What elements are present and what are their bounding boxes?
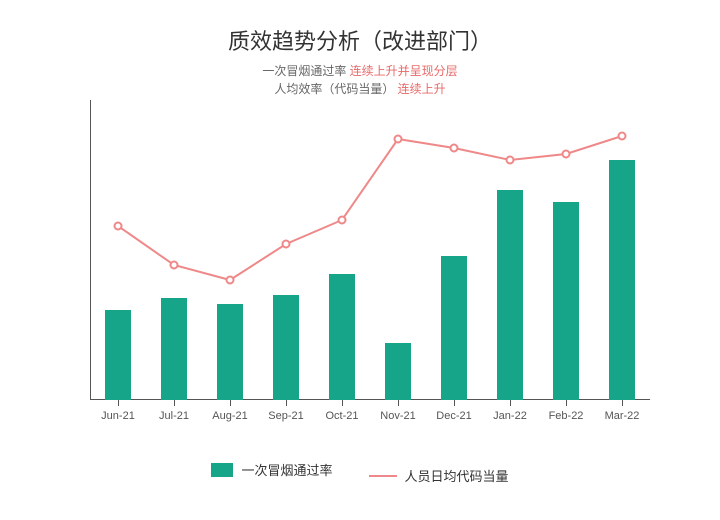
x-tick-label: Jun-21	[101, 410, 135, 422]
legend-label: 人员日均代码当量	[405, 466, 509, 485]
x-tick-label: Jan-22	[493, 410, 527, 422]
legend-swatch-line	[369, 475, 397, 477]
legend-item: 人员日均代码当量	[369, 466, 509, 485]
x-tick-label: Oct-21	[325, 410, 358, 422]
line-marker	[563, 151, 570, 158]
line-marker	[339, 217, 346, 224]
x-tick	[622, 400, 623, 406]
annotation-value: 连续上升	[398, 82, 446, 96]
x-tick	[398, 400, 399, 406]
x-tick	[566, 400, 567, 406]
x-tick	[286, 400, 287, 406]
line-marker	[115, 223, 122, 230]
chart-legend: 一次冒烟通过率 人员日均代码当量	[0, 460, 720, 485]
x-tick-label: Nov-21	[380, 410, 415, 422]
line-marker	[171, 262, 178, 269]
line-layer	[90, 100, 650, 400]
annotation-label: 人均效率（代码当量）	[274, 82, 397, 96]
annotation-label: 一次冒烟通过率	[262, 64, 349, 78]
x-tick-label: Sep-21	[268, 410, 303, 422]
trend-line	[118, 136, 622, 280]
line-marker	[619, 133, 626, 140]
line-marker	[283, 241, 290, 248]
line-marker	[227, 277, 234, 284]
annotation-value: 连续上升并呈现分层	[350, 64, 458, 78]
line-marker	[395, 136, 402, 143]
line-marker	[451, 145, 458, 152]
chart-annotation-row: 一次冒烟通过率 连续上升并呈现分层	[0, 62, 720, 79]
chart-annotation-row: 人均效率（代码当量） 连续上升	[0, 80, 720, 97]
chart-plot-area: Jun-21Jul-21Aug-21Sep-21Oct-21Nov-21Dec-…	[90, 100, 650, 400]
line-marker	[507, 157, 514, 164]
x-tick	[174, 400, 175, 406]
x-tick	[454, 400, 455, 406]
x-tick	[230, 400, 231, 406]
legend-item: 一次冒烟通过率	[211, 460, 332, 479]
x-tick-label: Dec-21	[436, 410, 471, 422]
x-tick	[118, 400, 119, 406]
quality-efficiency-trend-chart: 质效趋势分析（改进部门） 一次冒烟通过率 连续上升并呈现分层人均效率（代码当量）…	[0, 0, 720, 520]
legend-label: 一次冒烟通过率	[241, 460, 332, 479]
x-tick-label: Feb-22	[549, 410, 584, 422]
x-tick-label: Jul-21	[159, 410, 189, 422]
x-tick-label: Mar-22	[605, 410, 640, 422]
x-tick-label: Aug-21	[212, 410, 247, 422]
chart-title: 质效趋势分析（改进部门）	[0, 24, 720, 56]
x-tick	[342, 400, 343, 406]
legend-swatch-bar	[211, 463, 233, 477]
x-tick	[510, 400, 511, 406]
